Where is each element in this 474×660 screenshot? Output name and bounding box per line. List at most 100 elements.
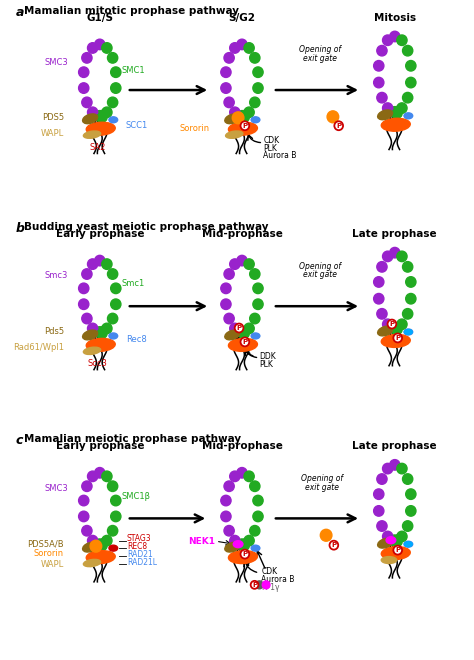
Ellipse shape — [238, 329, 249, 339]
Circle shape — [390, 248, 400, 258]
Text: SMC3: SMC3 — [44, 58, 68, 67]
Circle shape — [240, 121, 249, 130]
Ellipse shape — [238, 542, 249, 550]
Circle shape — [390, 107, 400, 117]
Circle shape — [402, 261, 413, 272]
Text: Sororin: Sororin — [180, 124, 210, 133]
Ellipse shape — [109, 117, 118, 123]
Circle shape — [397, 35, 407, 46]
Circle shape — [230, 107, 240, 117]
Text: Scc3: Scc3 — [88, 359, 108, 368]
Circle shape — [102, 107, 112, 117]
Circle shape — [95, 111, 105, 121]
Circle shape — [383, 319, 393, 329]
Circle shape — [88, 259, 98, 269]
Circle shape — [397, 103, 407, 114]
Circle shape — [374, 277, 384, 287]
Circle shape — [327, 111, 339, 123]
Text: P: P — [331, 542, 337, 548]
Circle shape — [402, 474, 413, 484]
Circle shape — [374, 294, 384, 304]
Ellipse shape — [404, 113, 413, 119]
Circle shape — [397, 319, 407, 329]
Circle shape — [244, 43, 254, 53]
Ellipse shape — [251, 117, 260, 123]
Text: Budding yeast meiotic prophase pathway: Budding yeast meiotic prophase pathway — [24, 222, 269, 232]
Ellipse shape — [386, 537, 396, 544]
Circle shape — [230, 259, 240, 269]
Ellipse shape — [378, 110, 392, 119]
Circle shape — [102, 535, 112, 546]
Text: P: P — [395, 547, 400, 553]
Circle shape — [253, 67, 263, 77]
Circle shape — [224, 525, 234, 536]
Text: Early prophase: Early prophase — [55, 229, 144, 239]
Ellipse shape — [96, 114, 107, 122]
Text: P: P — [336, 123, 341, 129]
Circle shape — [237, 539, 247, 549]
Ellipse shape — [83, 131, 100, 139]
Circle shape — [250, 481, 260, 492]
Circle shape — [253, 82, 263, 93]
Circle shape — [244, 535, 254, 546]
Ellipse shape — [83, 560, 100, 567]
Circle shape — [390, 459, 400, 470]
Ellipse shape — [378, 539, 392, 548]
Text: Mid-prophase: Mid-prophase — [201, 229, 283, 239]
Circle shape — [253, 495, 263, 506]
Circle shape — [88, 323, 98, 334]
Text: Mamalian mitotic prophase pathway: Mamalian mitotic prophase pathway — [24, 6, 239, 16]
Circle shape — [237, 327, 247, 337]
Ellipse shape — [225, 114, 240, 123]
Ellipse shape — [96, 329, 107, 339]
Circle shape — [244, 107, 254, 117]
Circle shape — [253, 512, 263, 521]
Circle shape — [244, 471, 254, 482]
Circle shape — [224, 314, 234, 324]
Circle shape — [95, 39, 105, 50]
Circle shape — [110, 67, 121, 77]
Text: REC8: REC8 — [127, 542, 147, 551]
Circle shape — [110, 299, 121, 310]
Circle shape — [221, 67, 231, 77]
Circle shape — [110, 512, 121, 521]
Text: Opening of: Opening of — [299, 46, 341, 54]
Text: PP1γ: PP1γ — [261, 583, 280, 592]
Circle shape — [102, 323, 112, 334]
Circle shape — [383, 463, 393, 474]
Circle shape — [377, 261, 387, 272]
Text: P: P — [242, 339, 247, 345]
Ellipse shape — [238, 114, 249, 122]
Circle shape — [230, 43, 240, 53]
Circle shape — [377, 46, 387, 56]
Text: P: P — [237, 325, 242, 331]
Text: STAG3: STAG3 — [127, 534, 152, 543]
Circle shape — [224, 481, 234, 492]
Circle shape — [82, 53, 92, 63]
Text: P: P — [242, 551, 247, 557]
Text: SA2: SA2 — [90, 143, 106, 152]
Circle shape — [253, 283, 263, 294]
Ellipse shape — [251, 545, 260, 551]
Circle shape — [82, 314, 92, 324]
Circle shape — [377, 474, 387, 484]
Circle shape — [383, 251, 393, 261]
Circle shape — [237, 111, 247, 121]
Circle shape — [224, 97, 234, 108]
Circle shape — [230, 323, 240, 334]
Circle shape — [397, 531, 407, 542]
Text: Aurora B: Aurora B — [263, 151, 297, 160]
Circle shape — [390, 323, 400, 333]
Circle shape — [102, 471, 112, 482]
Circle shape — [255, 581, 263, 589]
Ellipse shape — [381, 118, 410, 131]
Text: DDK: DDK — [259, 352, 276, 361]
Circle shape — [88, 471, 98, 482]
Text: SMC1: SMC1 — [121, 66, 145, 75]
Circle shape — [108, 525, 118, 536]
Circle shape — [397, 463, 407, 474]
Circle shape — [90, 541, 102, 552]
Circle shape — [79, 512, 89, 521]
Text: SCC1: SCC1 — [126, 121, 148, 130]
Circle shape — [79, 82, 89, 93]
